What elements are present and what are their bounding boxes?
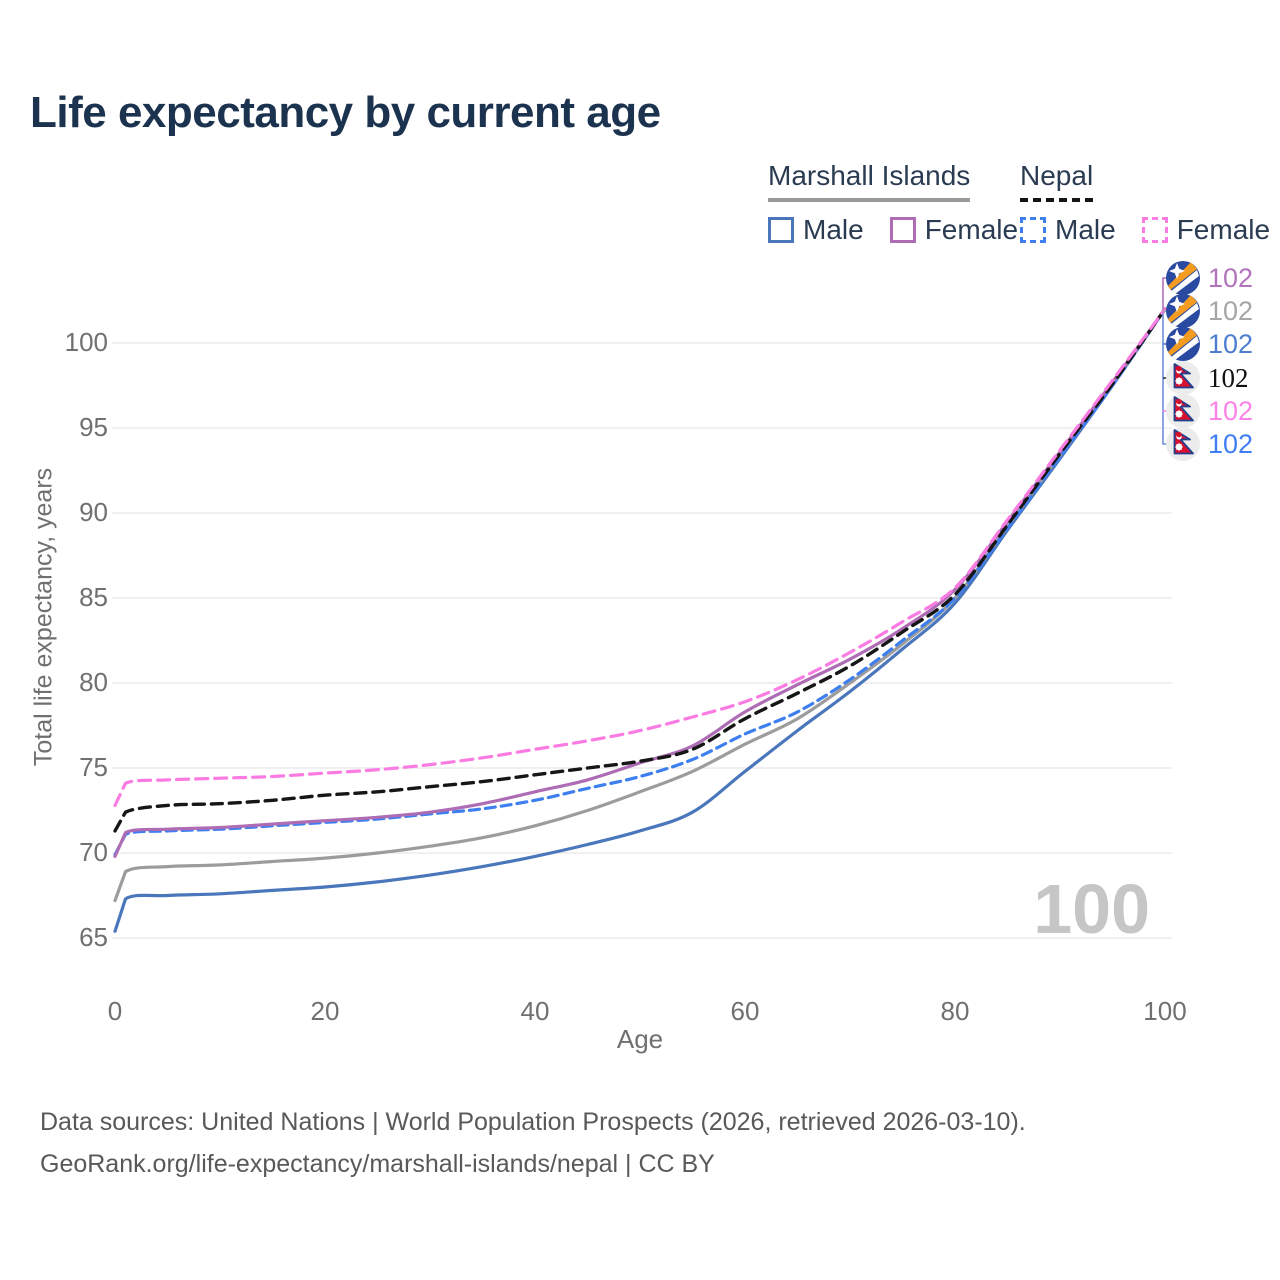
end-value: 102 bbox=[1208, 362, 1249, 393]
series-line-nepal-male[interactable] bbox=[113, 307, 1167, 857]
marshall-islands-flag-icon bbox=[1166, 261, 1200, 295]
end-label-marshall-islands-female: 102 bbox=[1166, 261, 1253, 295]
y-tick-label: 95 bbox=[79, 412, 108, 442]
end-value: 102 bbox=[1208, 395, 1254, 426]
nepal-flag-icon bbox=[1166, 394, 1200, 428]
legend-item-label: Female bbox=[1176, 214, 1271, 245]
x-tick-label: 0 bbox=[107, 996, 123, 1026]
attribution-note: GeoRank.org/life-expectancy/marshall-isl… bbox=[40, 1150, 715, 1178]
nepal-flag-icon bbox=[1166, 427, 1200, 461]
legend-item-label: Male bbox=[1055, 214, 1116, 245]
y-tick-label: 100 bbox=[64, 327, 108, 357]
end-label-marshall-islands-all: 102 bbox=[1166, 294, 1253, 328]
legend-country-marshall-islands[interactable]: Marshall Islands bbox=[768, 160, 971, 202]
dashed-line-swatch-icon bbox=[1020, 217, 1046, 243]
series-line-marshall-islands-female[interactable] bbox=[113, 307, 1167, 858]
x-tick-label: 100 bbox=[1143, 996, 1187, 1026]
end-value: 102 bbox=[1208, 428, 1254, 459]
legend-country-nepal[interactable]: Nepal bbox=[1020, 160, 1094, 202]
gridlines bbox=[112, 342, 1172, 939]
marshall-islands-flag-icon bbox=[1166, 294, 1200, 328]
page-title: Life expectancy by current age bbox=[30, 88, 661, 137]
data-sources-note: Data sources: United Nations | World Pop… bbox=[40, 1108, 1026, 1136]
y-tick-label: 65 bbox=[79, 922, 108, 952]
end-value: 102 bbox=[1208, 328, 1254, 359]
y-tick-label: 85 bbox=[79, 582, 108, 612]
end-label-nepal-all: 102 bbox=[1166, 361, 1249, 395]
x-axis-title: Age bbox=[616, 1024, 664, 1054]
y-tick-label: 70 bbox=[79, 837, 108, 867]
series-line-nepal-all[interactable] bbox=[113, 307, 1167, 833]
line-chart bbox=[112, 277, 1172, 939]
y-tick-label: 90 bbox=[79, 497, 108, 527]
nepal-flag-icon bbox=[1166, 361, 1200, 395]
end-value: 102 bbox=[1208, 262, 1254, 293]
legend-item-marshall-islands-male[interactable]: Male bbox=[768, 214, 864, 246]
x-tick-label: 40 bbox=[520, 996, 550, 1026]
legend-item-nepal-female[interactable]: Female bbox=[1141, 214, 1271, 246]
y-tick-label: 75 bbox=[79, 752, 108, 782]
marshall-islands-flag-icon bbox=[1166, 327, 1200, 361]
x-tick-label: 60 bbox=[730, 996, 760, 1026]
dashed-line-swatch-icon bbox=[1141, 217, 1168, 243]
end-value: 102 bbox=[1208, 295, 1254, 326]
solid-line-swatch-icon bbox=[768, 217, 794, 243]
series-line-nepal-female[interactable] bbox=[113, 307, 1167, 807]
legend-item-label: Male bbox=[803, 214, 864, 245]
solid-line-swatch-icon bbox=[889, 217, 916, 243]
end-label-nepal-female: 102 bbox=[1166, 394, 1253, 428]
legend-item-label: Female bbox=[924, 214, 1019, 245]
legend-group-nepal: Nepal Male Female bbox=[1020, 160, 1280, 246]
age-counter-watermark: 100 bbox=[1033, 870, 1150, 948]
series-line-marshall-islands-male[interactable] bbox=[113, 307, 1167, 933]
legend-item-marshall-islands-female[interactable]: Female bbox=[889, 214, 1019, 246]
y-tick-label: 80 bbox=[79, 667, 108, 697]
x-tick-label: 20 bbox=[310, 996, 340, 1026]
series-line-marshall-islands-all[interactable] bbox=[113, 307, 1167, 903]
end-label-nepal-male: 102 bbox=[1166, 427, 1253, 461]
y-axis-title: Total life expectancy, years bbox=[29, 467, 58, 767]
x-tick-label: 80 bbox=[940, 996, 970, 1026]
legend-item-nepal-male[interactable]: Male bbox=[1020, 214, 1116, 246]
end-label-marshall-islands-male: 102 bbox=[1166, 327, 1253, 361]
series-lines bbox=[113, 307, 1167, 933]
legend-group-marshall-islands: Marshall Islands Male Female bbox=[768, 160, 1044, 246]
